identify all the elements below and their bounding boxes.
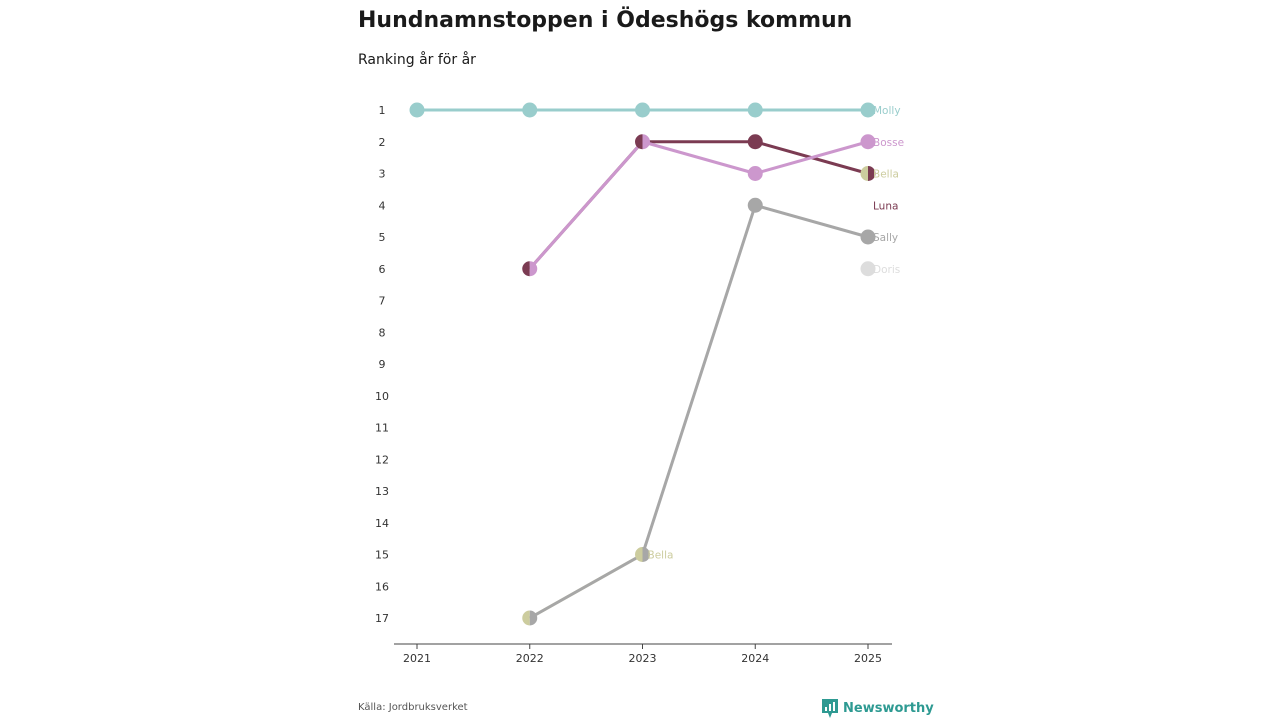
x-tick-label: 2024 [741, 652, 769, 665]
data-point-luna [747, 134, 763, 150]
y-tick-label: 6 [379, 263, 386, 276]
series-label-sally: Sally [873, 232, 898, 244]
x-tick-label: 2022 [516, 652, 544, 665]
y-tick-label: 7 [379, 295, 386, 308]
data-point-bella [860, 166, 868, 181]
y-tick-label: 2 [379, 136, 386, 149]
data-point-bosse [642, 134, 651, 150]
series-label-bella: Bella [873, 169, 899, 181]
data-point-sally [529, 610, 538, 626]
data-point-bosse [860, 134, 876, 150]
chart-subtitle: Ranking år för år [358, 52, 476, 68]
y-tick-label: 10 [375, 390, 389, 403]
series-label-luna: Luna [873, 200, 898, 212]
x-tick-label: 2023 [629, 652, 657, 665]
series-line-sally [529, 203, 869, 620]
brand-logo[interactable]: Newsworthy [822, 699, 934, 718]
series-line-bosse [528, 140, 869, 270]
x-tick-label: 2021 [403, 652, 431, 665]
data-point-luna [635, 134, 643, 150]
data-point-molly [860, 102, 876, 118]
y-tick-label: 16 [375, 580, 389, 593]
brand-name: Newsworthy [843, 701, 934, 716]
y-tick-label: 5 [379, 231, 386, 244]
series-label-doris: Doris [873, 264, 900, 276]
y-tick-label: 14 [375, 517, 389, 530]
data-point-bosse [529, 261, 538, 277]
series-label-bosse: Bosse [873, 137, 904, 149]
data-point-molly [747, 102, 763, 118]
y-tick-label: 3 [379, 168, 386, 181]
y-tick-label: 15 [375, 549, 389, 562]
data-point-luna [868, 166, 876, 181]
x-tick-label: 2025 [854, 652, 882, 665]
data-point-molly [409, 102, 425, 118]
data-point-molly [635, 102, 650, 118]
data-point-sally [642, 547, 651, 562]
data-point-bosse [747, 166, 763, 181]
series-label-bella: Bella [648, 550, 674, 562]
data-point-bella [635, 547, 643, 562]
y-tick-label: 12 [375, 453, 389, 466]
data-point-luna [522, 261, 530, 277]
chart-title: Hundnamnstoppen i Ödeshögs kommun [358, 8, 853, 33]
y-tick-label: 13 [375, 485, 389, 498]
data-point-doris [860, 261, 876, 277]
y-tick-label: 1 [379, 104, 386, 117]
series-line-luna [528, 140, 869, 270]
y-tick-label: 9 [379, 358, 386, 371]
data-point-molly [522, 102, 538, 118]
y-tick-label: 4 [379, 199, 386, 212]
source-note: Källa: Jordbruksverket [358, 702, 468, 713]
newsworthy-logo-icon [822, 699, 838, 718]
y-tick-label: 8 [379, 326, 386, 339]
series-label-molly: Molly [873, 105, 901, 117]
data-point-sally [747, 197, 763, 213]
bump-chart: 2021 2022 2023 2024 202512345678910111213141… [375, 102, 904, 665]
data-point-bella [522, 610, 530, 626]
y-tick-label: 17 [375, 612, 389, 625]
data-point-sally [860, 229, 876, 245]
y-tick-label: 11 [375, 422, 389, 435]
